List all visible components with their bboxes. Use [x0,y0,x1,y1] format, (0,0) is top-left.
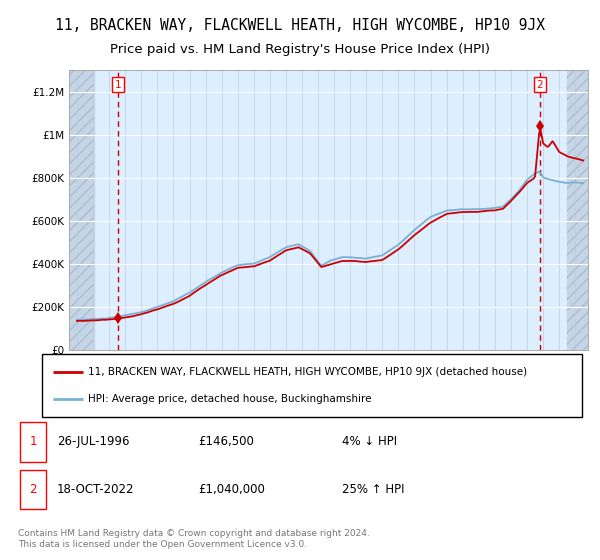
Bar [567,70,588,350]
Text: 25% ↑ HPI: 25% ↑ HPI [342,483,404,496]
Text: 18-OCT-2022: 18-OCT-2022 [57,483,134,496]
Bar [69,70,94,350]
Bar [20,469,46,510]
Text: 2: 2 [536,80,543,90]
Text: HPI: Average price, detached house, Buckinghamshire: HPI: Average price, detached house, Buck… [88,394,371,404]
Text: 11, BRACKEN WAY, FLACKWELL HEATH, HIGH WYCOMBE, HP10 9JX: 11, BRACKEN WAY, FLACKWELL HEATH, HIGH W… [55,18,545,32]
Text: Contains HM Land Registry data © Crown copyright and database right 2024.
This d: Contains HM Land Registry data © Crown c… [18,529,370,549]
Bar [567,70,588,350]
Text: 11, BRACKEN WAY, FLACKWELL HEATH, HIGH WYCOMBE, HP10 9JX (detached house): 11, BRACKEN WAY, FLACKWELL HEATH, HIGH W… [88,367,527,377]
Text: 1: 1 [29,435,37,449]
Text: £1,040,000: £1,040,000 [198,483,265,496]
Bar [20,422,46,462]
Text: 4% ↓ HPI: 4% ↓ HPI [342,435,397,449]
Text: 26-JUL-1996: 26-JUL-1996 [57,435,130,449]
Text: Price paid vs. HM Land Registry's House Price Index (HPI): Price paid vs. HM Land Registry's House … [110,43,490,56]
Bar [69,70,94,350]
Text: 2: 2 [29,483,37,496]
Text: 1: 1 [115,80,122,90]
Text: £146,500: £146,500 [198,435,254,449]
